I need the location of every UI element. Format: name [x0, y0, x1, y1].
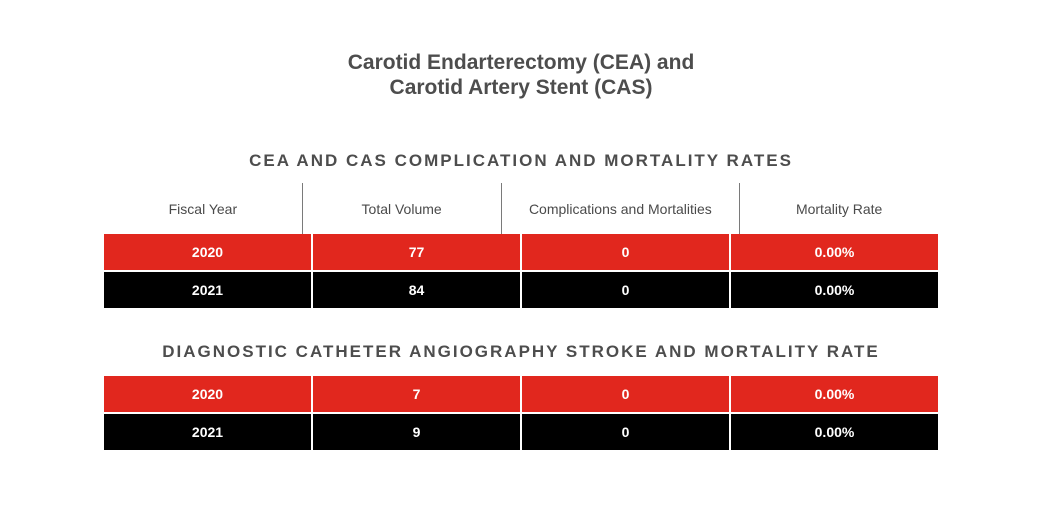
column-header-mortality-rate: Mortality Rate: [739, 183, 938, 234]
cell-total-volume: 77: [313, 234, 520, 270]
cea-cas-table: Fiscal Year Total Volume Complications a…: [104, 183, 938, 310]
table-row: 2020 7 0 0.00%: [104, 376, 938, 412]
table-row: 2021 9 0 0.00%: [104, 414, 938, 450]
page-title: Carotid Endarterectomy (CEA) and Carotid…: [0, 50, 1042, 100]
cell-complications: 0: [522, 234, 729, 270]
cell-complications: 0: [522, 414, 729, 450]
cell-mortality-rate: 0.00%: [731, 272, 938, 308]
table-row: 2021 84 0 0.00%: [104, 272, 938, 308]
cell-mortality-rate: 0.00%: [731, 414, 938, 450]
cell-total-volume: 84: [313, 272, 520, 308]
cell-total-volume: 7: [313, 376, 520, 412]
cell-mortality-rate: 0.00%: [731, 376, 938, 412]
cell-fiscal-year: 2021: [104, 414, 311, 450]
cell-fiscal-year: 2020: [104, 234, 311, 270]
cell-total-volume: 9: [313, 414, 520, 450]
column-header-fiscal-year: Fiscal Year: [168, 200, 238, 217]
page-title-line-2: Carotid Artery Stent (CAS): [389, 76, 653, 99]
column-header-complications: Complications and Mortalities: [500, 183, 740, 234]
angiography-table: 2020 7 0 0.00% 2021 9 0 0.00%: [104, 376, 938, 452]
cell-complications: 0: [522, 272, 729, 308]
cell-fiscal-year: 2021: [104, 272, 311, 308]
cell-fiscal-year: 2020: [104, 376, 311, 412]
cell-complications: 0: [522, 376, 729, 412]
cell-mortality-rate: 0.00%: [731, 234, 938, 270]
section-heading-angiography: DIAGNOSTIC CATHETER ANGIOGRAPHY STROKE A…: [162, 342, 880, 361]
table-header-row: Fiscal Year Total Volume Complications a…: [104, 183, 938, 234]
section-heading-cea-cas: CEA AND CAS COMPLICATION AND MORTALITY R…: [249, 151, 793, 170]
page-title-line-1: Carotid Endarterectomy (CEA) and: [347, 51, 695, 74]
table-row: 2020 77 0 0.00%: [104, 234, 938, 270]
column-header-total-volume: Total Volume: [301, 183, 501, 234]
